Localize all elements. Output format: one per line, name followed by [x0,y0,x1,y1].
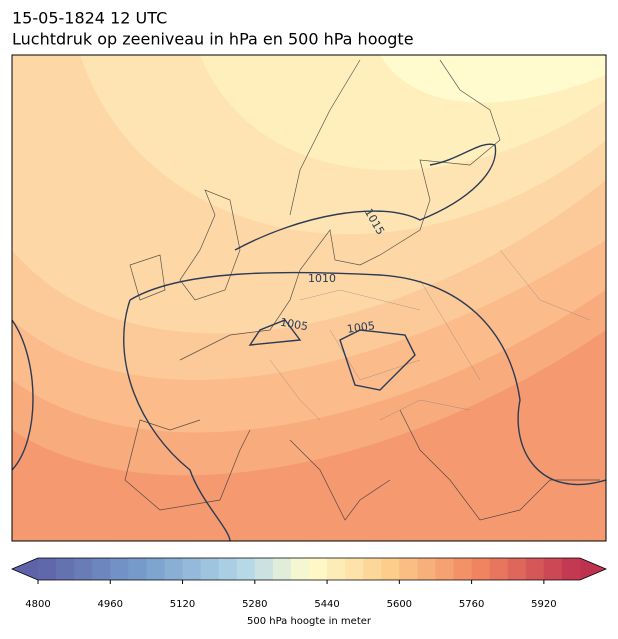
colorbar-tick-label: 5440 [314,599,339,610]
colorbar-bin [38,558,57,580]
colorbar-bin [381,558,400,580]
colorbar-bin [290,558,310,580]
colorbar: 4800 4960 5120 5280 5440 5600 5760 5920 [10,557,608,610]
isobar-label: 1005 [279,316,309,334]
colorbar-bin [164,558,184,580]
colorbar-tick-label: 5920 [531,599,556,610]
colorbar-tick-label: 4960 [98,599,123,610]
colorbar-bin [92,558,111,580]
colorbar-bin [56,558,75,580]
colorbar-tick-label: 5760 [459,599,484,610]
colorbar-bin [218,558,238,580]
coastline [124,59,600,521]
colorbar-bin [471,558,491,580]
isobar [123,143,606,541]
colorbar-frame [10,557,608,581]
colorbar-bin [272,558,292,580]
colorbar-bin [200,558,220,580]
isobar-label: 1005 [346,319,376,336]
map-title: 15-05-1824 12 UTC [12,9,167,28]
map-frame [11,54,607,542]
colorbar-bin [327,558,346,580]
colorbar-bin [543,558,563,580]
colorbar-tick-label: 5120 [170,599,195,610]
colorbar-extend [12,558,38,580]
colorbar-tick-label: 5600 [387,599,412,610]
isobar-label: 1010 [308,272,336,285]
colorbar-bin [561,558,581,580]
colorbar-bin [254,558,274,580]
colorbar-tick-label: 4800 [25,599,50,610]
colorbar-tick-label: 5280 [242,599,267,610]
colorbar-bin [417,558,436,580]
colorbar-bin [128,558,147,580]
colorbar-bin [525,558,545,580]
colorbar-label: 500 hPa hoogte in meter [247,616,372,627]
colorbar-bin [345,558,364,580]
colorbar-bin [363,558,382,580]
colorbar-bin [309,558,328,580]
colorbar-bin [435,558,455,580]
map-area: 1015 1010 1005 1005 [12,55,606,541]
height-band [380,55,606,103]
isobar [12,319,416,471]
colorbar-extend [580,558,606,580]
colorbar-bin [110,558,129,580]
colorbar-bin [489,558,509,580]
map-subtitle: Luchtdruk op zeeniveau in hPa en 500 hPa… [12,30,414,49]
colorbar-bin [182,558,202,580]
colorbar-bin [507,558,527,580]
country-border [269,249,591,421]
colorbar-bin [399,558,418,580]
colorbar-bin [146,558,165,580]
colorbar-bin [236,558,256,580]
colorbar-bin [74,558,93,580]
colorbar-bin [453,558,473,580]
